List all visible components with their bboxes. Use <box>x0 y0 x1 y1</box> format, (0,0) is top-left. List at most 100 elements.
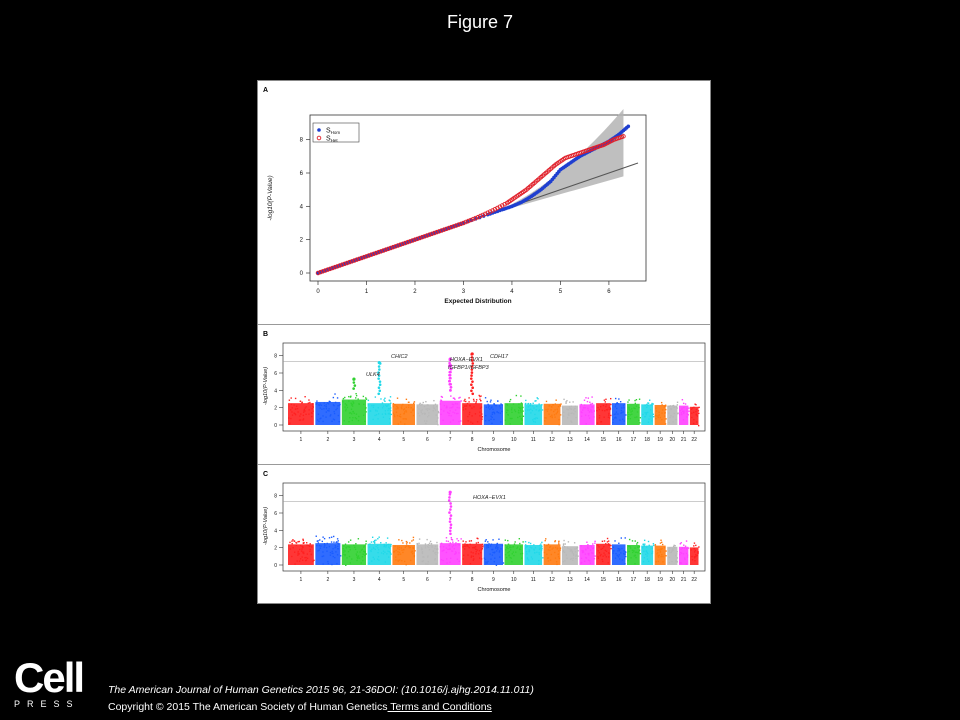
snp-point <box>660 401 663 404</box>
snp-point <box>665 418 667 420</box>
point-het <box>356 256 362 262</box>
point-het <box>463 219 469 225</box>
peak-point <box>448 379 451 383</box>
snp-point <box>649 399 651 401</box>
snp-point <box>365 553 367 555</box>
snp-point <box>302 539 305 542</box>
chromosome-tick-label: 15 <box>601 577 607 583</box>
y-tick-label: 0 <box>274 423 277 429</box>
snp-point <box>302 542 305 544</box>
snp-point <box>524 544 527 546</box>
snp-point <box>577 550 579 552</box>
chromosome-tick-label: 21 <box>681 437 687 443</box>
snp-point <box>458 397 460 399</box>
snp-point <box>636 541 639 544</box>
snp-point <box>476 537 478 540</box>
point-het <box>320 269 326 274</box>
chromosome-tick-label: 14 <box>584 577 590 583</box>
y-axis-label: -log10(P-Value) <box>263 507 269 545</box>
snp-point <box>638 398 641 400</box>
snp-point <box>659 542 662 544</box>
snp-point <box>460 538 462 540</box>
y-tick-label: 6 <box>300 171 304 177</box>
snp-point <box>522 415 525 417</box>
point-het <box>495 205 500 211</box>
chromosome-tick-label: 20 <box>670 437 676 443</box>
point-het <box>478 213 483 219</box>
snp-point <box>665 408 667 411</box>
snp-point <box>433 399 435 402</box>
snp-point <box>374 396 377 398</box>
snp-point <box>424 543 427 545</box>
point-het <box>315 270 321 276</box>
snp-point <box>688 407 690 409</box>
point-het <box>398 242 403 247</box>
snp-point <box>412 536 415 539</box>
point-het <box>487 209 493 214</box>
snp-point <box>337 540 339 542</box>
snp-point <box>614 540 616 542</box>
snp-point <box>486 400 488 403</box>
snp-point <box>481 547 483 550</box>
snp-point <box>676 401 679 404</box>
snp-point <box>390 413 392 416</box>
peak-point <box>352 387 355 390</box>
chromosome-tick-label: 12 <box>549 577 555 583</box>
snp-point <box>693 542 696 544</box>
terms-and-conditions-link[interactable]: Terms and Conditions <box>387 701 492 713</box>
snp-point <box>620 537 623 539</box>
snp-point <box>509 398 512 401</box>
snp-point <box>402 542 404 544</box>
chromosome-tick-label: 3 <box>353 437 356 443</box>
snp-point <box>384 397 386 399</box>
peak-point <box>449 523 453 526</box>
snp-point <box>560 403 562 405</box>
snp-point <box>307 402 310 404</box>
snp-point <box>481 416 484 418</box>
peak-point <box>377 386 381 390</box>
point-het <box>335 264 340 269</box>
point-het <box>483 211 488 217</box>
peak-point <box>352 381 356 384</box>
point-het <box>403 240 408 246</box>
snp-point <box>674 545 676 547</box>
snp-point <box>429 540 432 543</box>
point-het <box>369 252 374 257</box>
chromosome-tick-label: 11 <box>531 577 536 583</box>
slide-title: Figure 7 <box>446 12 514 32</box>
snp-point <box>563 539 565 542</box>
snp-point <box>464 398 466 401</box>
peak-point <box>353 384 357 387</box>
point-het <box>388 245 393 251</box>
snp-point <box>339 555 342 557</box>
snp-point <box>555 399 557 401</box>
point-het <box>424 233 430 238</box>
snp-point <box>349 396 352 398</box>
snp-point <box>532 402 534 405</box>
snp-point <box>672 404 675 407</box>
snp-point <box>384 400 386 403</box>
snp-point <box>694 403 696 405</box>
snp-point <box>687 547 690 549</box>
snp-point <box>680 542 682 544</box>
snp-point <box>573 542 576 544</box>
y-axis-label: -log10(P-Value) <box>263 367 269 405</box>
snp-point <box>569 401 571 403</box>
snp-point <box>468 401 470 403</box>
chromosome-tick-label: 17 <box>631 577 637 583</box>
snp-point <box>479 398 481 400</box>
snp-point <box>513 543 516 545</box>
copyright-line: Copyright © 2015 The American Society of… <box>108 701 492 713</box>
snp-point <box>428 542 431 544</box>
point-het <box>417 235 423 241</box>
snp-point <box>652 403 654 405</box>
snp-point <box>698 412 700 415</box>
snp-point <box>607 540 610 542</box>
snp-point <box>370 541 373 543</box>
peak-point <box>448 529 452 533</box>
chromosome-tick-label: 2 <box>326 577 329 583</box>
snp-point <box>587 397 590 399</box>
chromosome-tick-label: 17 <box>631 437 637 443</box>
snp-point <box>357 398 359 400</box>
point-het <box>344 260 350 266</box>
